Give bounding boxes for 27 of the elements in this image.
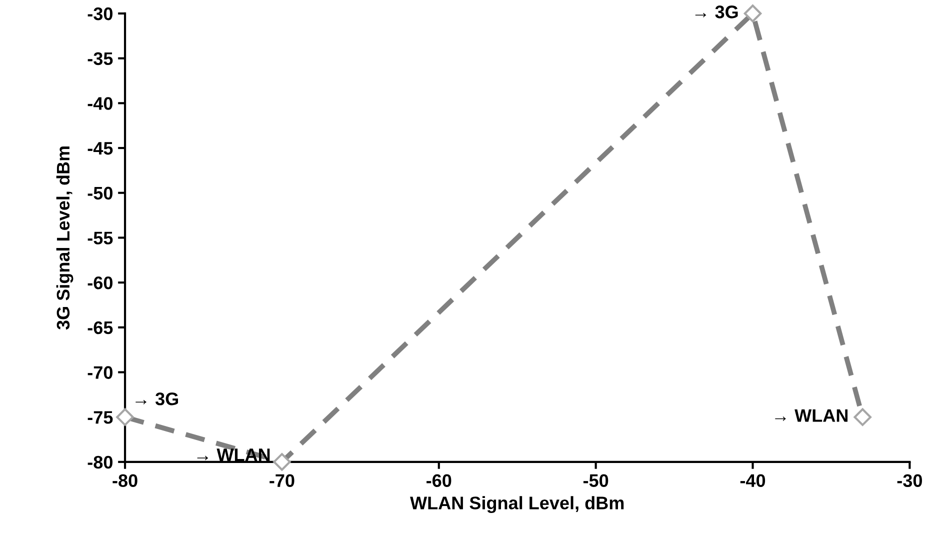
y-tick-label: -60: [88, 276, 112, 290]
y-tick-label: -70: [88, 366, 112, 379]
x-tick-label: -50: [583, 474, 608, 487]
y-tick-label: -55: [88, 232, 113, 244]
x-tick-label: -70: [270, 474, 294, 487]
y-tick-label: -75: [88, 411, 113, 424]
y-axis-title: 3G Signal Level, dBm: [56, 146, 74, 330]
y-tick-label: -80: [88, 456, 112, 469]
y-tick-label: -30: [88, 7, 112, 20]
y-tick-label: -40: [88, 97, 112, 110]
point: [744, 4, 762, 22]
x-tick-label: -60: [426, 474, 452, 487]
x-tick-label: -80: [112, 474, 138, 487]
x-axis-title: WLAN Signal Level, dBm: [410, 496, 624, 514]
x-tick-label: -30: [897, 474, 922, 488]
y-tick-label: -45: [88, 142, 113, 155]
y-tick-label: -50: [88, 186, 112, 200]
x-tick-label: -40: [740, 474, 766, 487]
annotation: → WLAN: [197, 448, 270, 462]
annotation: → 3G: [695, 6, 738, 18]
point: [116, 408, 134, 426]
y-tick-label: -65: [88, 321, 113, 334]
annotation: → WLAN: [775, 409, 848, 422]
annotation: → 3G: [136, 392, 178, 406]
point: [273, 453, 291, 471]
point: [854, 408, 872, 426]
y-tick-label: -35: [88, 52, 113, 66]
